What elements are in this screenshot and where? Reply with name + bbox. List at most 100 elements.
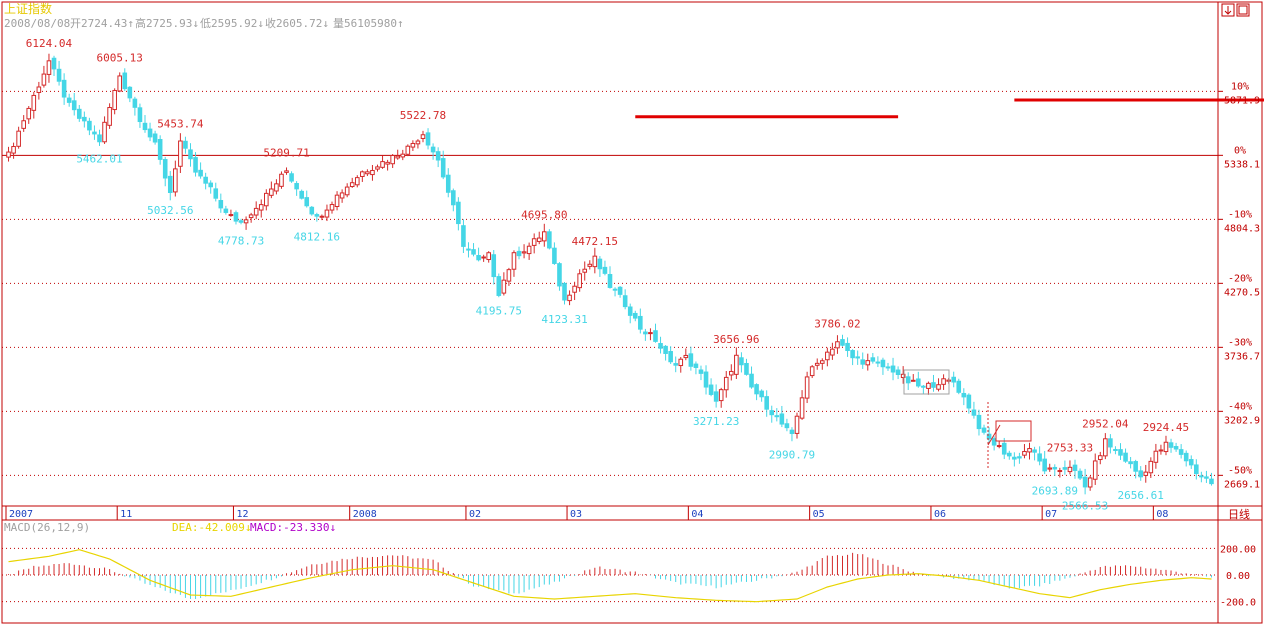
high-label: 2924.45 (1143, 421, 1189, 434)
candle-body (11, 146, 16, 154)
low-label: 3271.23 (693, 415, 739, 428)
candle-body (698, 369, 704, 374)
candle-body (1027, 448, 1032, 453)
candle-body (147, 128, 153, 138)
candle-body (258, 204, 264, 211)
candle-body (1006, 452, 1012, 457)
candle-body (547, 231, 552, 249)
red-marker-lines (635, 98, 1264, 119)
candle-body (193, 157, 198, 173)
candle-body (976, 414, 982, 430)
candle-body (183, 140, 188, 149)
candle-body (71, 100, 77, 111)
candle-body (511, 252, 517, 270)
pin-icon[interactable] (1221, 3, 1235, 17)
percent-tick-label: -30% (1228, 337, 1252, 348)
candle-body (178, 140, 183, 167)
candle-body (739, 357, 744, 366)
low-label: 4812.16 (294, 230, 340, 243)
macd-tick-label: 0.00 (1226, 571, 1250, 582)
candle-body (951, 376, 956, 383)
candle-body (1108, 438, 1113, 448)
candle-body (344, 186, 350, 196)
candle-body (905, 376, 911, 384)
candle-body (167, 175, 173, 193)
candle-body (744, 362, 749, 375)
candle-body (885, 366, 891, 369)
candle-body (233, 212, 239, 222)
candle-body (825, 351, 830, 361)
percent-tick-label: 10% (1231, 81, 1249, 92)
candle-body (1194, 464, 1199, 475)
candle-body (865, 360, 871, 366)
candle-body (521, 251, 527, 254)
candle-body (486, 252, 491, 261)
candle-body (916, 378, 921, 387)
price-tick-label: 2669.1 (1224, 479, 1260, 490)
candle-body (961, 392, 967, 398)
candle-body (112, 89, 117, 111)
candle-body (557, 263, 562, 287)
candle-body (754, 384, 759, 395)
info-high: 高2725.93↓ (135, 16, 199, 30)
macd-axis-frame (1217, 519, 1263, 624)
candle-body (162, 159, 168, 179)
candle-body (481, 256, 486, 259)
candle-body (587, 263, 593, 267)
candle-body (329, 204, 335, 211)
percent-tick-label: 0% (1234, 145, 1246, 156)
candle-body (132, 98, 138, 108)
candle-body (996, 445, 1002, 448)
candle-body (1183, 452, 1189, 462)
candle-body (703, 371, 709, 388)
candle-body (870, 357, 876, 362)
candle-body (198, 169, 203, 177)
candle-body (31, 94, 37, 111)
date-tick-label: 11 (120, 509, 132, 520)
candle-body (936, 384, 941, 390)
candle-body (127, 86, 133, 99)
candle-body (243, 219, 249, 224)
candle-body (708, 384, 714, 395)
candle-body (97, 134, 102, 143)
candle-body (840, 339, 845, 346)
high-label: 5453.74 (157, 118, 204, 131)
info-open: 开2724.43↑ (70, 17, 134, 30)
candle-body (269, 188, 274, 196)
candle-body (1042, 458, 1047, 472)
candle-body (921, 385, 926, 388)
candle-body (304, 197, 310, 207)
percent-tick-label: -40% (1228, 401, 1252, 412)
candle-body (299, 190, 304, 199)
window-icon[interactable] (1236, 3, 1250, 17)
candle-body (284, 170, 289, 173)
candlesticks (6, 53, 1214, 495)
candle-body (688, 353, 694, 367)
candle-body (1072, 464, 1078, 471)
candle-body (895, 369, 901, 376)
candle-body (279, 173, 284, 187)
candle-body (203, 176, 208, 184)
candle-body (1092, 460, 1098, 480)
candle-body (991, 438, 997, 446)
candle-body (1067, 466, 1073, 473)
low-label: 2566.53 (1062, 500, 1108, 513)
candle-body (87, 120, 92, 131)
candle-body (804, 376, 810, 399)
high-label: 6124.04 (26, 37, 73, 50)
macd-title: MACD(26,12,9) (4, 521, 90, 534)
candle-body (1138, 470, 1144, 478)
period-label[interactable]: 日线 (1228, 507, 1250, 521)
macd-legend: MACD:-23.330↓ (250, 521, 336, 534)
candle-body (734, 354, 739, 375)
percent-tick-label: -20% (1228, 273, 1252, 284)
date-tick-label: 06 (934, 509, 946, 520)
candle-body (1143, 471, 1149, 476)
candle-body (66, 97, 72, 103)
candle-body (1128, 461, 1133, 465)
main-panel-frame (1, 1, 1219, 507)
candle-body (673, 363, 679, 366)
candle-body (759, 390, 764, 398)
macd-tick-label: 200.00 (1220, 544, 1256, 555)
candle-body (516, 250, 522, 257)
